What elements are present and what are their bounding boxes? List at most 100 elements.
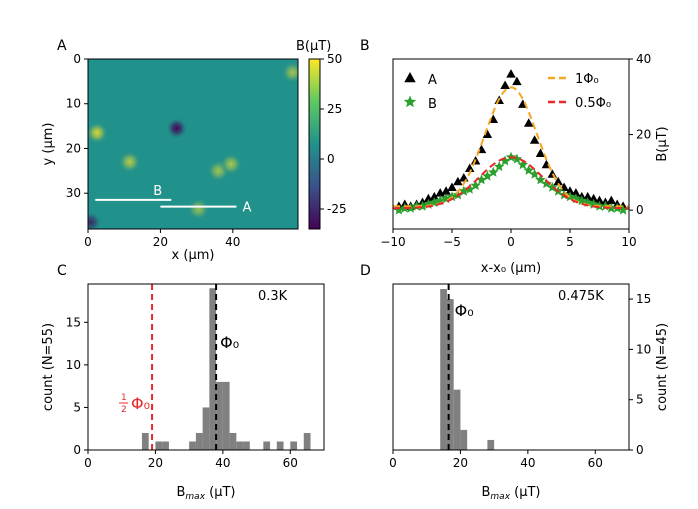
hist-c-xtick-label: 60 [283, 456, 298, 470]
panel-letter-d: D [360, 263, 371, 279]
series-a-point [535, 148, 546, 157]
hist-d-ytick-label: 15 [636, 292, 651, 306]
series-b-point [535, 174, 546, 185]
hist-c-bar [263, 441, 271, 450]
linecut-ylabel: B(μT) [655, 126, 670, 161]
hist-c-xtick-label: 20 [148, 456, 163, 470]
linecut-ytick-label: 20 [636, 128, 651, 142]
series-a-point [523, 118, 534, 127]
series-a-point [571, 188, 581, 197]
panel-c-histogram: 0 20 40 60 0 5 10 15 1 2 Φ₀ Φ₀ 0.3K count (N=55) Bm… [41, 283, 325, 502]
series-b-point [529, 168, 540, 179]
hist-c-bar [162, 441, 169, 450]
linecut-label-a: A [242, 201, 251, 216]
linecut-label-b: B [153, 184, 162, 199]
series-a-point [594, 195, 605, 205]
series-a-point [506, 69, 516, 78]
colorbar-tick-label: 0 [327, 152, 335, 166]
hist-d-ylabel: count (N=45) [655, 323, 670, 411]
series-b-point [511, 153, 523, 164]
series-b-point [476, 174, 487, 185]
linecut-xtick-label: 0 [507, 235, 515, 249]
heatmap-ytick-label: 30 [66, 186, 81, 200]
series-b-point [617, 204, 629, 215]
hist-c-xlabel: Bmax (μT) [176, 485, 235, 502]
heatmap-spot [88, 211, 102, 229]
series-b-point [494, 161, 505, 172]
series-a-point [547, 169, 558, 178]
series-a-point [582, 191, 593, 201]
phi0-label-c: Φ₀ [220, 333, 239, 352]
hist-d-xtick-label: 60 [588, 456, 603, 470]
hist-c-bar [290, 441, 298, 450]
hist-d-ytick-label: 5 [636, 393, 644, 407]
panel-d-histogram: 0 20 40 60 0 5 10 15 Φ₀ 0.475K count (N=45) Bmax… [389, 283, 670, 502]
hist-d-frame [392, 283, 630, 451]
heatmap-xtick-label: 40 [225, 235, 240, 249]
series-b-point [517, 159, 528, 170]
hist-d-xtick-label: 40 [520, 456, 535, 470]
legend-b-marker [403, 95, 417, 108]
hist-c-bar [195, 432, 203, 450]
hist-d-bar [440, 289, 447, 450]
legend-a-label: A [428, 73, 437, 88]
series-b-point [488, 166, 499, 177]
series-b-point [606, 202, 617, 213]
hist-c-bar [303, 432, 311, 450]
heatmap-xlabel: x (μm) [172, 248, 215, 263]
hist-d-ytick-label: 0 [636, 443, 644, 457]
phi0-label-d: Φ₀ [455, 301, 474, 320]
hist-c-bar [202, 407, 210, 450]
legend-half-phi0-label: 0.5Φ₀ [575, 96, 611, 111]
panel-letter-c: C [57, 263, 67, 279]
colorbar-tick-label: -25 [327, 202, 347, 216]
linecut-xlabel: x-x₀ (μm) [481, 261, 542, 276]
colorbar-tick-label: 50 [327, 52, 342, 66]
series-a-point [441, 186, 451, 195]
series-a-point [459, 173, 469, 182]
hist-c-bar [222, 381, 230, 450]
legend-a-marker [404, 72, 416, 83]
half-phi0-label: 1 2 Φ₀ [119, 393, 150, 415]
hist-d-ytick-label: 10 [636, 342, 651, 356]
heatmap-xtick-label: 0 [84, 235, 92, 249]
hist-d-bar [460, 429, 468, 450]
hist-c-bar [216, 381, 223, 450]
series-a-point [429, 191, 440, 201]
heatmap-frame [87, 58, 299, 230]
linecut-xtick-label: −5 [443, 235, 461, 249]
linecut-xtick-label: 10 [621, 235, 636, 249]
hist-c-bar [276, 441, 284, 450]
heatmap-spot [220, 153, 243, 176]
panel-letter-b: B [360, 38, 370, 54]
series-a-point [565, 186, 575, 195]
linecut-xtick-label: 5 [566, 235, 574, 249]
linecut-ytick-label: 0 [636, 203, 644, 217]
series-a-point [500, 80, 510, 89]
series-b-point [576, 195, 587, 206]
series-a-point [606, 195, 617, 205]
hist-c-bar [229, 432, 237, 450]
heatmap-ytick-label: 20 [66, 141, 81, 155]
series-a-point [482, 129, 493, 139]
series-a-point [512, 76, 522, 86]
heatmap-spot [88, 121, 109, 144]
heatmap-spot [281, 61, 298, 84]
series-b-point [470, 180, 481, 190]
legend-1phi0-label: 1Φ₀ [575, 72, 599, 87]
hist-c-bar [141, 432, 149, 450]
hist-c-frame [87, 283, 325, 451]
hist-c-ytick-label: 15 [66, 315, 81, 329]
series-b-point [393, 204, 405, 215]
linecut-xtick-label: −10 [380, 235, 405, 249]
series-a-point [529, 135, 540, 144]
series-b-point [464, 183, 475, 194]
hist-c-annotation: 0.3K [258, 289, 288, 304]
legend-b-label: B [428, 97, 437, 112]
series-a-point [588, 193, 599, 203]
half-phi0-symbol: Φ₀ [131, 394, 150, 413]
hist-c-ytick-label: 5 [73, 400, 81, 414]
fit-half-phi0-line [393, 156, 629, 210]
half-phi0-denominator: 2 [121, 405, 127, 415]
